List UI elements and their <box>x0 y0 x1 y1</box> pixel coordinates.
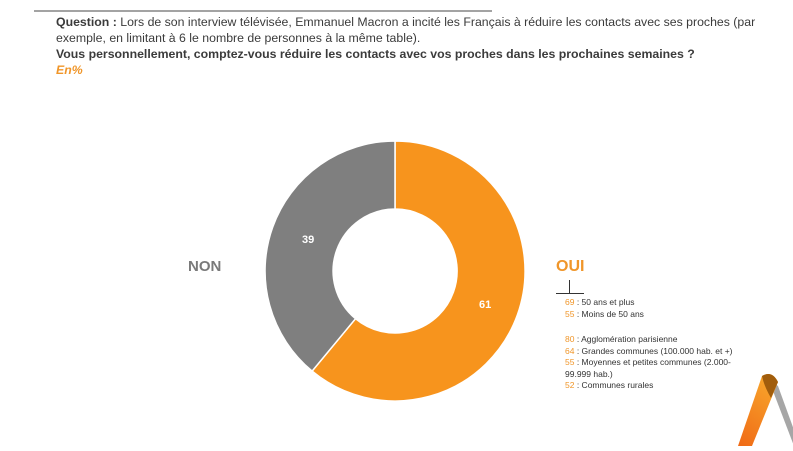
breakdown-item: 69 : 50 ans et plus <box>565 297 635 307</box>
age-breakdown: 69 : 50 ans et plus 55 : Moins de 50 ans <box>565 297 644 320</box>
breakdown-item: 55 : Moins de 50 ans <box>565 308 644 319</box>
area-breakdown: 80 : Agglomération parisienne 64 : Grand… <box>565 334 755 392</box>
label-non: NON <box>188 258 222 275</box>
breakdown-item: 80 : Agglomération parisienne <box>565 334 678 344</box>
donut-chart: 39 61 <box>264 140 526 407</box>
top-divider <box>34 10 492 12</box>
value-label-non: 39 <box>302 234 314 246</box>
slice-non <box>264 140 396 373</box>
question-text: Question : Lors de son interview télévis… <box>56 15 756 45</box>
sub-question: Vous personnellement, comptez-vous rédui… <box>56 47 695 61</box>
brand-logo-icon <box>738 370 793 451</box>
question-label: Question : <box>56 15 117 29</box>
breakdown-item: 55 : Moyennes et petites communes (2.000… <box>565 357 731 379</box>
question-block: Question : Lors de son interview télévis… <box>56 14 776 78</box>
value-label-oui: 61 <box>479 299 491 311</box>
label-oui: OUI <box>556 258 585 275</box>
unit-label: En% <box>56 63 83 77</box>
breakdown-bracket <box>556 280 584 294</box>
breakdown-item: 52 : Communes rurales <box>565 380 654 390</box>
slice-oui <box>311 140 526 402</box>
breakdown-item: 64 : Grandes communes (100.000 hab. et +… <box>565 345 733 356</box>
